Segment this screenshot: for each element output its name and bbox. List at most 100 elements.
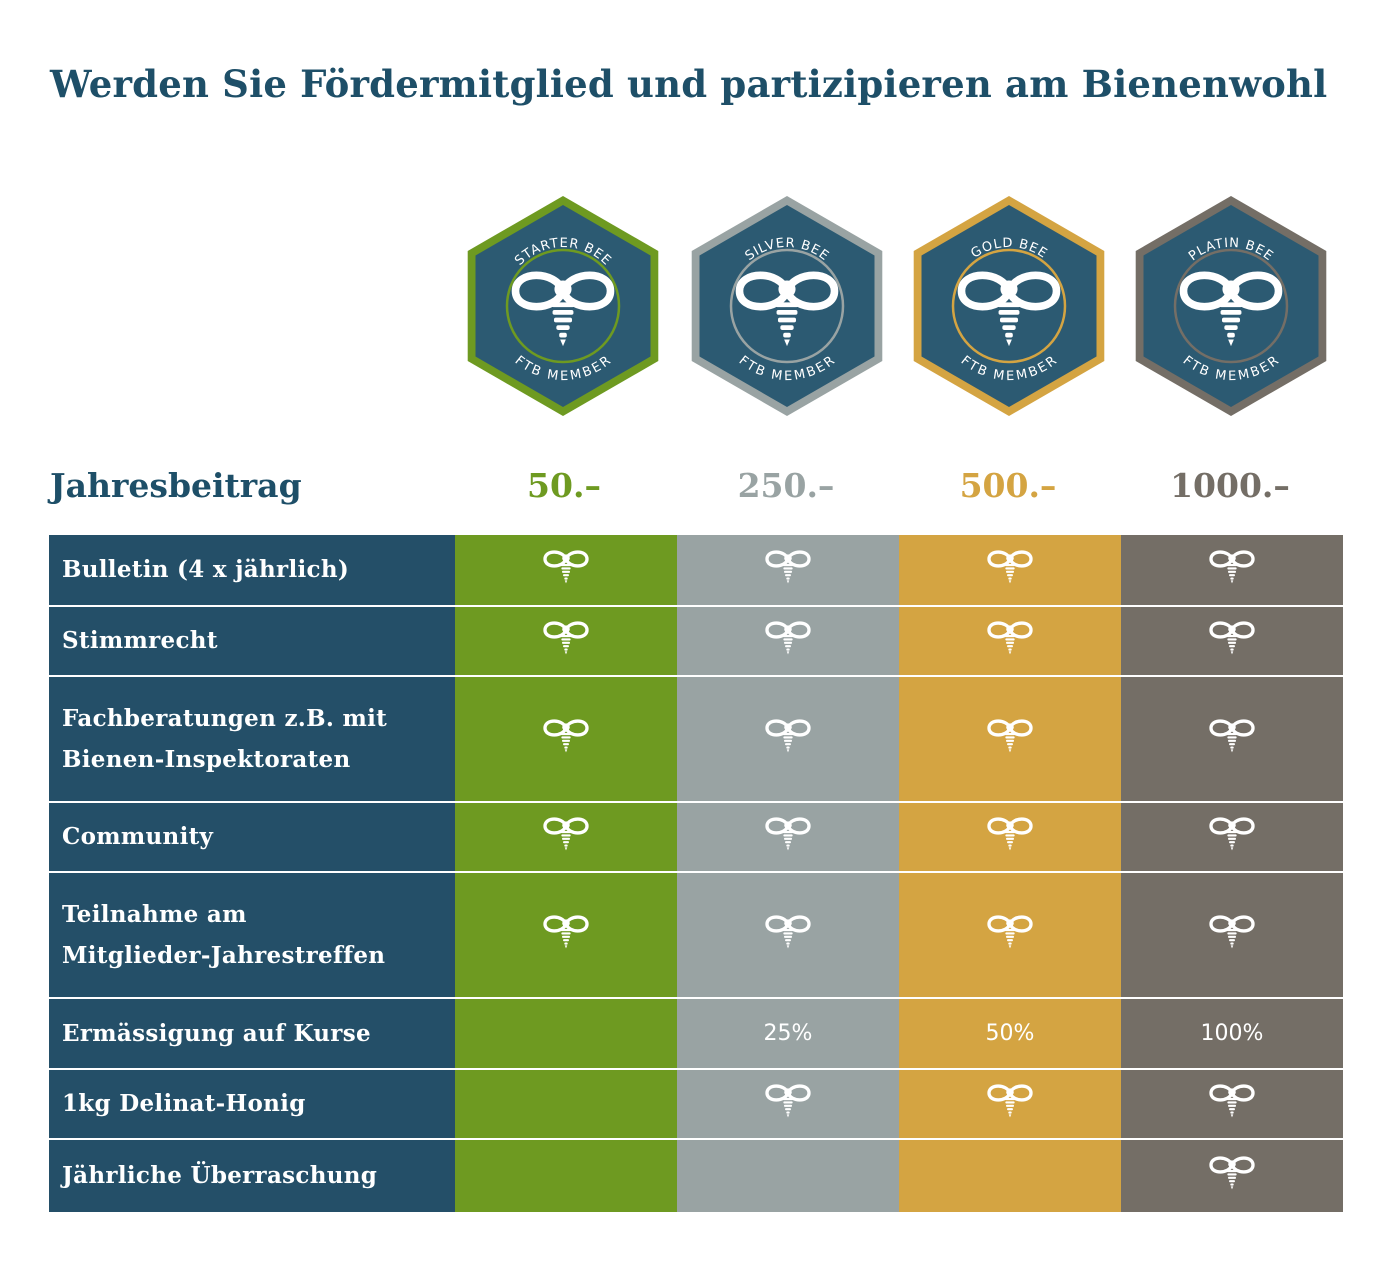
bee-icon [987,719,1033,753]
table-row: Ermässigung auf Kurse 25% 50% 100% [49,999,1343,1070]
tier-cell [455,607,677,675]
tier-cell: 25% [677,999,899,1068]
benefit-label-line: Jährliche Überraschung [62,1162,378,1190]
bee-icon [765,550,811,584]
tier-cell [899,873,1121,997]
bee-icon [543,817,589,851]
tier-cell [677,677,899,801]
tier-cell [899,535,1121,605]
table-row: Teilnahme am Mitglieder-Jahrestreffen [49,873,1343,999]
tier-cell [677,803,899,871]
table-row: Stimmrecht [49,607,1343,677]
bee-icon [957,271,1061,347]
bee-icon [1209,915,1255,949]
bee-icon [765,817,811,851]
bee-icon [765,621,811,655]
tier-cell [899,1140,1121,1212]
price-platin: 1000.– [1170,466,1290,505]
bee-icon [543,719,589,753]
benefits-table: Bulletin (4 x jährlich) Stimmrecht Fachber… [49,535,1343,1212]
tier-cell [1121,607,1343,675]
bee-icon [543,915,589,949]
tier-cell [455,1140,677,1212]
bee-icon [1209,550,1255,584]
benefit-label: Ermässigung auf Kurse [49,999,455,1068]
benefit-label-line: Community [62,823,214,851]
badge-silver: SILVER BEE FTB MEMBER [691,195,883,417]
discount-value: 25% [763,1021,813,1046]
tier-cell [1121,1140,1343,1212]
tier-cell [677,873,899,997]
table-row: 1kg Delinat-Honig [49,1070,1343,1140]
page-title: Werden Sie Fördermitglied und partizipie… [50,62,1328,106]
bee-icon [543,621,589,655]
discount-value: 50% [985,1021,1035,1046]
tier-cell [899,1070,1121,1138]
price-starter: 50.– [527,466,601,505]
tier-cell [899,803,1121,871]
tier-cell [1121,535,1343,605]
tier-cell [677,535,899,605]
tier-cell [899,607,1121,675]
bee-icon [735,271,839,347]
tier-cell [677,1070,899,1138]
bee-icon [1179,271,1283,347]
tier-cell [1121,1070,1343,1138]
benefit-label: Bulletin (4 x jährlich) [49,535,455,605]
bee-icon [987,1084,1033,1118]
price-gold: 500.– [959,466,1057,505]
benefit-label: Community [49,803,455,871]
benefit-label: 1kg Delinat-Honig [49,1070,455,1138]
tier-cell [455,677,677,801]
bee-icon [1209,817,1255,851]
tier-cell [455,873,677,997]
benefit-label-line: Fachberatungen z.B. mit [62,704,388,732]
badge-starter: STARTER BEE FTB MEMBER [467,195,659,417]
bee-icon [1209,621,1255,655]
tier-cell [455,535,677,605]
badge-gold: GOLD BEE FTB MEMBER [913,195,1105,417]
badge-ring [505,248,621,364]
tier-cell: 50% [899,999,1121,1068]
benefit-label: Fachberatungen z.B. mit Bienen-Inspektora… [49,677,455,801]
badge-ring [1173,248,1289,364]
benefit-label-line: Bienen-Inspektoraten [62,746,351,773]
tier-cell: 100% [1121,999,1343,1068]
bee-icon [765,915,811,949]
bee-icon [543,550,589,584]
bee-icon [987,915,1033,949]
tier-cell [677,607,899,675]
tier-cell [1121,803,1343,871]
benefit-label: Stimmrecht [49,607,455,675]
tier-cell [1121,677,1343,801]
bee-icon [987,621,1033,655]
bee-icon [765,719,811,753]
benefit-label-line: Ermässigung auf Kurse [62,1019,371,1047]
benefit-label-line: 1kg Delinat-Honig [62,1090,306,1118]
benefit-label: Teilnahme am Mitglieder-Jahrestreffen [49,873,455,997]
table-row: Bulletin (4 x jährlich) [49,535,1343,607]
bee-icon [1209,1156,1255,1190]
bee-icon [1209,719,1255,753]
benefit-label-line: Stimmrecht [62,627,218,655]
bee-icon [511,271,615,347]
tier-cell [455,803,677,871]
bee-icon [987,817,1033,851]
badge-platin: PLATIN BEE FTB MEMBER [1135,195,1327,417]
tier-cell [1121,873,1343,997]
bee-icon [765,1084,811,1118]
price-silver: 250.– [737,466,835,505]
benefit-label-line: Bulletin (4 x jährlich) [62,556,350,584]
benefit-label-line: Teilnahme am [62,900,247,928]
table-row: Jährliche Überraschung [49,1140,1343,1212]
tier-cell [455,1070,677,1138]
badge-ring [951,248,1067,364]
tier-cell [455,999,677,1068]
badge-ring [729,248,845,364]
annual-fee-label: Jahresbeitrag [50,466,302,505]
discount-value: 100% [1200,1021,1264,1046]
benefit-label-line: Mitglieder-Jahrestreffen [62,942,386,969]
table-row: Fachberatungen z.B. mit Bienen-Inspektora… [49,677,1343,803]
bee-icon [987,550,1033,584]
benefit-label: Jährliche Überraschung [49,1140,455,1212]
